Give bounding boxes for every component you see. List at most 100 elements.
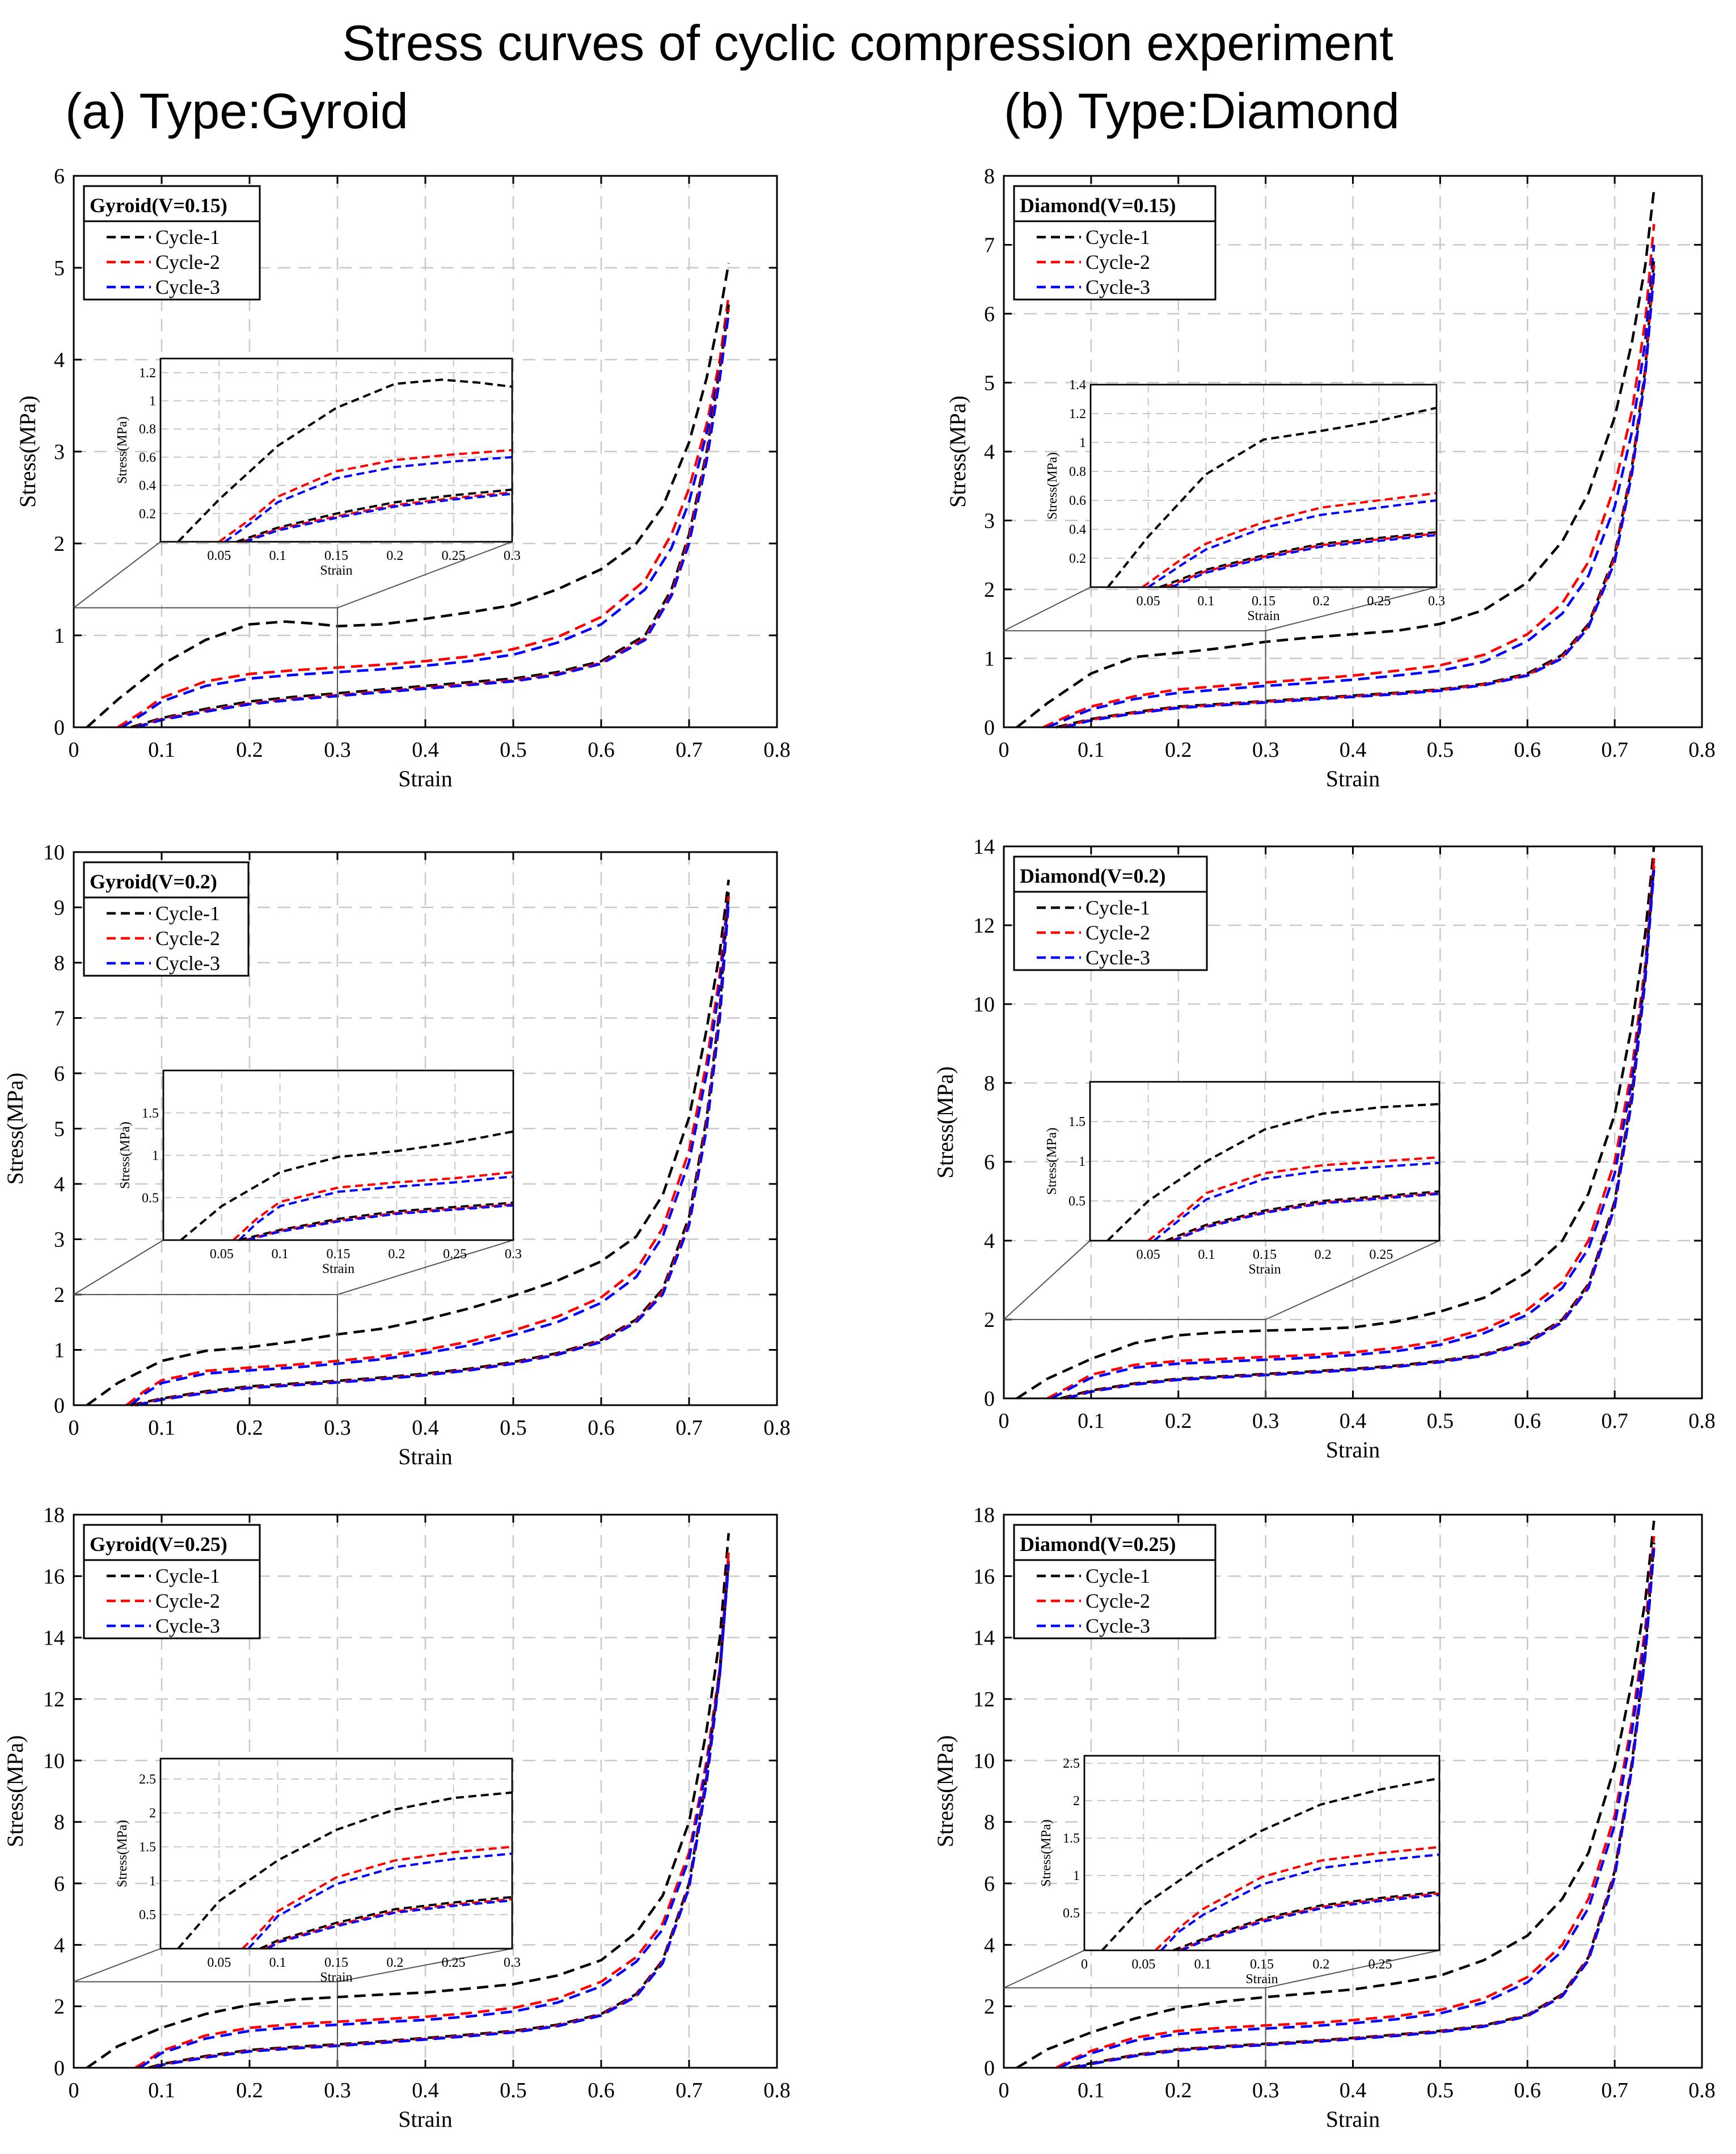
series-cycle-2 [1042, 224, 1655, 729]
x-tick-label: 0.7 [675, 738, 703, 762]
y-tick-label: 9 [54, 896, 65, 920]
y-tick-label: 8 [984, 165, 995, 188]
series-cycle-3 [130, 896, 730, 1406]
legend-box [1013, 185, 1217, 301]
y-tick-label: 4 [984, 1933, 995, 1957]
y-tick-label: 2 [984, 1308, 995, 1332]
x-axis-label: Strain [1326, 1437, 1380, 1462]
inset-series-cycle-3 [224, 456, 513, 543]
chart-g15: 0 0.1 0.2 0.3 0.4 0.5 0.6 0.7 0.8 0 1 2 3 4 5 6 Strain St… [15, 165, 791, 791]
zoom-connector [337, 1240, 514, 1295]
y-tick-label: 8 [54, 1811, 65, 1835]
x-tick-label: 0.8 [763, 2079, 791, 2102]
y-tick-label: 5 [54, 1118, 65, 1141]
x-tick-label: 0.1 [1078, 1409, 1105, 1433]
inset-x-tick-label: 0.1 [272, 1247, 289, 1262]
x-tick-label: 0 [999, 1409, 1010, 1433]
inset-y-tick-label: 0.4 [139, 479, 156, 494]
zoom-connector [73, 541, 161, 609]
inset-border [162, 1069, 514, 1241]
inset-series-cycle-1-unload [259, 1896, 513, 1950]
inset-series-cycle-2 [1154, 1845, 1440, 1951]
inset-series-cycle-3 [1147, 499, 1437, 588]
inset-series-cycle-2 [242, 1845, 513, 1950]
series-cycle-1-unload [130, 304, 730, 729]
x-tick-label: 0.5 [500, 2079, 527, 2102]
inset-series-cycle-3-unload [268, 1899, 513, 1950]
x-tick-label: 0.4 [412, 2079, 439, 2102]
inset-y-tick-label: 0.5 [139, 1908, 156, 1923]
figure-title: Stress curves of cyclic compression expe… [342, 15, 1393, 71]
y-tick-label: 4 [54, 348, 65, 372]
x-tick-label: 0 [999, 2079, 1010, 2102]
inset-y-label: Stress(MPa) [1039, 1819, 1054, 1887]
legend-entry: Cycle-2 [155, 251, 220, 273]
series-cycle-3-unload [154, 1563, 730, 2069]
inset-y-label: Stress(MPa) [115, 416, 130, 484]
y-tick-label: 14 [973, 1626, 995, 1650]
y-tick-label: 18 [43, 1503, 65, 1527]
legend-entry: Cycle-3 [155, 276, 220, 298]
x-tick-label: 0.2 [1165, 738, 1192, 762]
y-tick-label: 6 [54, 1062, 65, 1086]
x-tick-label: 0.6 [588, 2079, 615, 2102]
x-tick-label: 0 [69, 1416, 79, 1440]
inset-x-tick-label: 0.15 [324, 1955, 348, 1970]
y-tick-label: 10 [43, 1749, 65, 1773]
y-tick-label: 1 [54, 1339, 65, 1363]
y-tick-label: 5 [54, 256, 65, 280]
inset-series-cycle-1-unload [239, 1202, 514, 1241]
x-tick-label: 0.2 [236, 2079, 263, 2102]
inset-y-tick-label: 1.4 [1069, 378, 1086, 393]
legend-title: Diamond(V=0.2) [1020, 865, 1166, 887]
x-tick-label: 0.3 [1252, 738, 1279, 762]
legend-box [83, 185, 261, 301]
inset-x-tick-label: 0.1 [1198, 1247, 1215, 1262]
legend-entry: Cycle-2 [155, 1590, 220, 1612]
x-tick-label: 0.2 [1165, 2079, 1192, 2102]
series-cycle-3-unload [1066, 870, 1655, 1400]
inset-series-cycle-3 [238, 1175, 514, 1241]
inset-x-tick-label: 0.05 [1137, 594, 1160, 609]
inset-series-cycle-3-unload [1171, 534, 1437, 588]
x-tick-label: 0.6 [588, 738, 615, 762]
x-tick-label: 0 [69, 2079, 79, 2102]
x-tick-label: 0.3 [324, 1416, 351, 1440]
inset-y-label: Stress(MPa) [1045, 1128, 1059, 1195]
legend-entry: Cycle-3 [155, 952, 220, 975]
inset-series-cycle-2-unload [1179, 1892, 1440, 1951]
inset-x-label: Strain [320, 563, 352, 578]
y-tick-label: 10 [973, 1749, 995, 1773]
inset-x-label: Strain [1248, 1262, 1281, 1277]
inset-y-tick-label: 1 [149, 1874, 156, 1889]
y-tick-label: 14 [973, 835, 995, 859]
x-axis-label: Strain [1326, 2106, 1380, 2132]
x-axis-label: Strain [1326, 766, 1380, 791]
legend-entry: Cycle-2 [1085, 1590, 1150, 1612]
inset-y-tick-label: 2 [149, 1806, 156, 1821]
y-axis-label: Stress(MPa) [2, 1735, 28, 1848]
y-tick-label: 0 [54, 2056, 65, 2080]
x-tick-label: 0.4 [1340, 2079, 1367, 2102]
inset-x-tick-label: 0 [1081, 1957, 1088, 1972]
y-tick-label: 7 [54, 1007, 65, 1031]
y-tick-label: 3 [54, 440, 65, 464]
x-tick-label: 0.8 [1688, 2079, 1716, 2102]
series-cycle-3-unload [1075, 1548, 1655, 2069]
inset-series-cycle-3 [1160, 1853, 1440, 1951]
x-axis-label: Strain [398, 2106, 453, 2132]
series-cycle-2 [125, 891, 730, 1406]
inset-series-cycle-1 [1106, 406, 1437, 588]
y-tick-label: 8 [54, 951, 65, 975]
x-tick-label: 0.3 [324, 738, 351, 762]
y-tick-label: 6 [984, 302, 995, 326]
y-tick-label: 16 [973, 1565, 995, 1588]
inset-y-tick-label: 0.8 [1069, 465, 1086, 479]
x-tick-label: 0.7 [1601, 2079, 1628, 2102]
y-axis-label: Stress(MPa) [15, 395, 40, 508]
series-cycle-2 [1055, 1536, 1655, 2069]
legend-entry: Cycle-1 [1085, 896, 1150, 919]
x-tick-label: 0.3 [1252, 1409, 1279, 1433]
x-tick-label: 0.5 [1427, 738, 1454, 762]
inset-x-tick-label: 0.3 [504, 1955, 521, 1970]
